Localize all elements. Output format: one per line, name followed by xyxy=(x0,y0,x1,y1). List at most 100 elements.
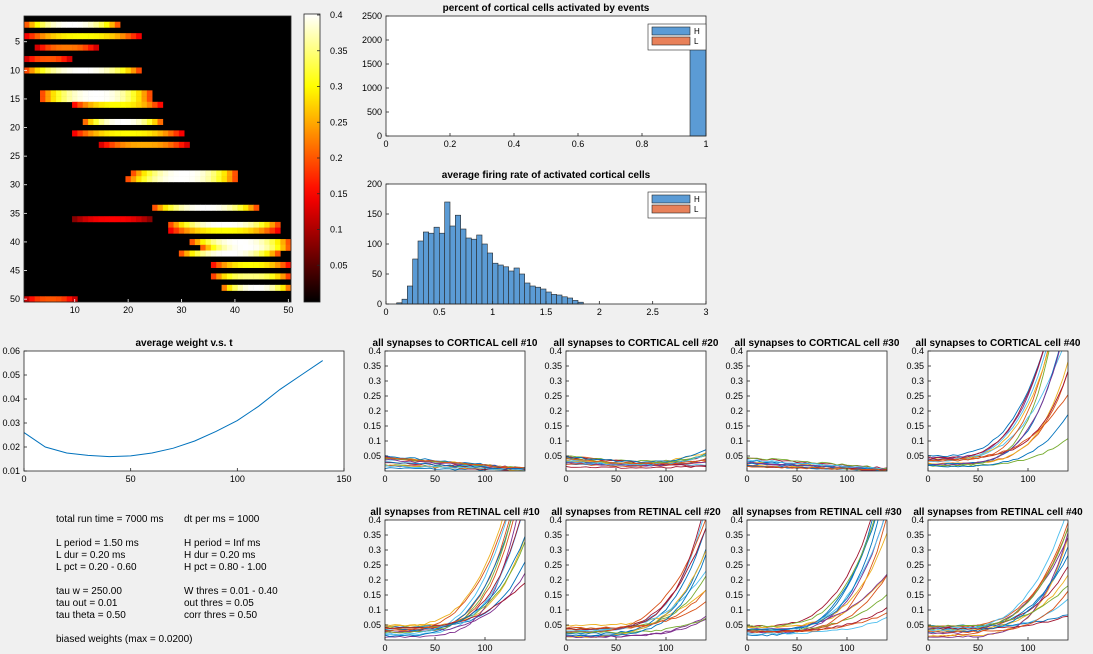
y-tick-label: 0.1 xyxy=(368,605,381,615)
heatmap-cell xyxy=(162,170,169,177)
heatmap-cell xyxy=(232,284,238,291)
heatmap-cell xyxy=(29,296,35,303)
heatmap-cell xyxy=(104,90,110,97)
synapse-line xyxy=(566,458,706,466)
x-tick-label: 100 xyxy=(1020,474,1035,484)
heatmap-cell xyxy=(200,221,206,228)
heatmap-cell xyxy=(130,96,137,103)
heatmap-cell xyxy=(77,44,84,51)
synapse-line xyxy=(385,462,525,470)
histogram-bar xyxy=(471,238,477,305)
heatmap-cell xyxy=(221,239,228,246)
x-tick-label: 50 xyxy=(126,474,136,484)
histogram-bar xyxy=(545,291,552,305)
synapse-line xyxy=(928,537,1068,638)
x-tick-label: 0 xyxy=(563,643,568,653)
info-line: total run time = 7000 ms xyxy=(56,514,164,525)
heatmap-cell xyxy=(130,101,137,108)
y-tick-label: 0.4 xyxy=(368,346,381,356)
heatmap-cell xyxy=(210,170,217,177)
y-tick-label: 0 xyxy=(377,299,382,309)
heatmap-cell xyxy=(66,96,73,103)
heatmap-cell xyxy=(205,170,212,177)
heatmap-cell xyxy=(104,101,110,108)
heatmap-cell xyxy=(285,284,292,291)
heatmap-cell xyxy=(88,130,94,137)
heatmap-cell xyxy=(120,101,126,108)
heatmap-cell xyxy=(82,101,89,108)
heatmap-cell xyxy=(269,284,276,291)
heatmap-cell xyxy=(66,90,73,97)
y-tick-label: 0.25 xyxy=(544,560,562,570)
heatmap-cell xyxy=(264,261,270,268)
y-tick-label: 0.3 xyxy=(730,545,743,555)
axes-frame xyxy=(23,350,345,472)
heatmap-cell xyxy=(141,176,148,183)
heatmap-cell xyxy=(104,216,110,223)
synapse-line xyxy=(928,414,1068,468)
heatmap-cell xyxy=(130,130,137,137)
y-tick-label: 50 xyxy=(372,269,382,279)
heatmap-cell xyxy=(93,67,100,74)
y-tick-label: 0.4 xyxy=(549,346,562,356)
heatmap-cell xyxy=(98,141,105,148)
chart-title: percent of cortical cells activated by e… xyxy=(443,3,650,14)
heatmap-cell xyxy=(45,56,51,63)
synapse-line xyxy=(385,582,525,630)
heatmap-cell xyxy=(168,221,174,228)
heatmap-cell xyxy=(205,204,212,211)
heatmap-cell xyxy=(226,176,233,183)
heatmap-cell xyxy=(136,130,142,137)
heatmap-cell xyxy=(114,141,121,148)
heatmap-cell xyxy=(173,170,180,177)
heatmap-cell xyxy=(152,204,158,211)
heatmap-cell xyxy=(248,204,254,211)
heatmap-cell xyxy=(77,21,84,28)
x-tick-label: 50 xyxy=(283,305,293,315)
chart-title: all synapses to CORTICAL cell #10 xyxy=(373,338,538,349)
y-tick-label: 0.25 xyxy=(906,391,924,401)
y-tick-label: 0.05 xyxy=(906,451,924,461)
heatmap-cell xyxy=(24,21,30,28)
heatmap-cell xyxy=(226,170,233,177)
heatmap-cell xyxy=(216,204,222,211)
info-line xyxy=(56,622,192,634)
y-tick-label: 0.15 xyxy=(544,421,562,431)
heatmap-cell xyxy=(152,176,158,183)
heatmap-cell xyxy=(173,176,180,183)
heatmap-cell xyxy=(253,273,260,280)
heatmap-cell xyxy=(141,170,148,177)
synapse-line xyxy=(747,461,887,470)
heatmap-cell xyxy=(237,221,244,228)
y-tick-label: 0.2 xyxy=(549,406,562,416)
heatmap-cell xyxy=(66,44,73,51)
synapse-lines xyxy=(566,520,706,638)
heatmap-cell xyxy=(56,67,62,74)
axes-frame xyxy=(23,15,292,303)
heatmap-cell xyxy=(242,244,249,251)
info-line: dt per ms = 1000 xyxy=(184,514,260,525)
y-tick-label: 0.4 xyxy=(911,515,924,525)
heatmap-cell xyxy=(226,221,233,228)
histogram-bar xyxy=(497,264,504,305)
heatmap-cell xyxy=(248,221,254,228)
heatmap-cell xyxy=(125,90,132,97)
x-tick-label: 3 xyxy=(703,307,708,317)
info-line: H dur = 0.20 ms xyxy=(184,550,256,561)
y-tick-label: 0.35 xyxy=(363,361,381,371)
chart-title: all synapses from RETINAL cell #20 xyxy=(551,507,721,518)
heatmap-cell xyxy=(88,216,94,223)
heatmap-cell xyxy=(125,118,132,125)
y-tick-label: 0.05 xyxy=(725,451,743,461)
y-tick-label: 0.05 xyxy=(363,620,381,630)
histogram-bar xyxy=(524,282,531,305)
heatmap-cell xyxy=(109,130,116,137)
synapse-line xyxy=(385,520,514,630)
histogram-bar xyxy=(540,288,547,305)
x-tick-label: 0 xyxy=(382,474,387,484)
heatmap-cell xyxy=(205,244,212,251)
heatmap-cell xyxy=(136,141,142,148)
heatmap-cell xyxy=(242,239,249,246)
y-tick-label: 0.2 xyxy=(911,575,924,585)
y-tick-label: 45 xyxy=(10,266,20,276)
